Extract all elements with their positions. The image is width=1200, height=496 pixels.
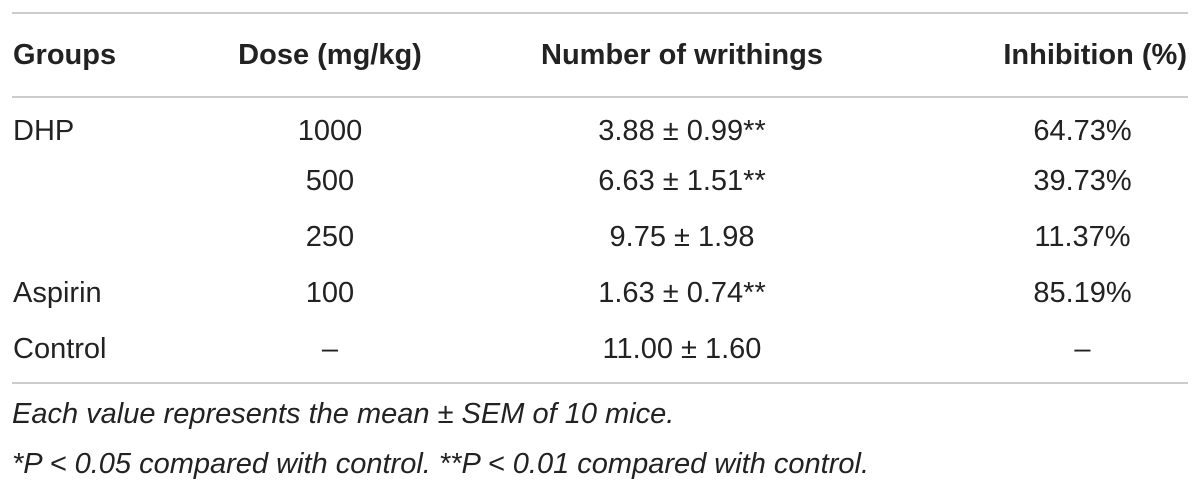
table-cell: Aspirin (13, 276, 102, 309)
table-row: 250 9.75 ± 1.98 11.37% (12, 209, 1188, 265)
table-cell: 100 (305, 276, 355, 309)
table-cell: 250 (305, 220, 355, 253)
table-cell: – (918, 321, 1188, 384)
table-cell: 3.88 ± 0.99** (598, 114, 766, 147)
table-cell: 500 (305, 164, 355, 197)
table-cell: 85.19% (1033, 276, 1132, 309)
table-cell: 64.73% (1033, 114, 1132, 147)
footnote: *P < 0.05 compared with control. **P < 0… (12, 448, 870, 480)
header-cell: Number of writhings (446, 12, 918, 98)
table-cell: 1000 (297, 114, 363, 147)
table-row: DHP 1000 3.88 ± 0.99** 64.73% (12, 97, 1188, 153)
table-cell (12, 209, 214, 265)
table-cell (12, 153, 214, 209)
table-cell: 9.75 ± 1.98 (609, 220, 755, 253)
table-cell: Control (12, 321, 214, 384)
table-cell: 39.73% (1033, 164, 1132, 197)
table-cell: DHP (13, 114, 75, 147)
table-figure: Groups Dose (mg/kg) Number of writhings Inh… (12, 12, 1188, 484)
table-row: 500 6.63 ± 1.51** 39.73% (12, 153, 1188, 209)
table-cell: – (214, 321, 446, 384)
header-cell: Inhibition (%) (918, 12, 1188, 98)
table-cell: 6.63 ± 1.51** (598, 164, 766, 197)
table-cell: 1.63 ± 0.74** (598, 276, 766, 309)
table-cell: 11.00 ± 1.60 (446, 321, 918, 384)
footnotes: Each value represents the mean ± SEM of … (12, 394, 1188, 484)
table-row: Aspirin 100 1.63 ± 0.74** 85.19% (12, 265, 1188, 321)
footnote: Each value represents the mean ± SEM of … (12, 398, 675, 430)
table-cell: 11.37% (1034, 220, 1131, 253)
table-body: DHP 1000 3.88 ± 0.99** 64.73% 500 6.63 ± 1.51… (12, 97, 1188, 384)
header-row: Groups Dose (mg/kg) Number of writhings Inh… (12, 12, 1188, 98)
data-table: Groups Dose (mg/kg) Number of writhings Inh… (12, 12, 1188, 384)
table-row: Control –11.00 ± 1.60– (12, 321, 1188, 384)
header-cell: Dose (mg/kg) (214, 12, 446, 98)
header-cell: Groups (12, 12, 214, 98)
